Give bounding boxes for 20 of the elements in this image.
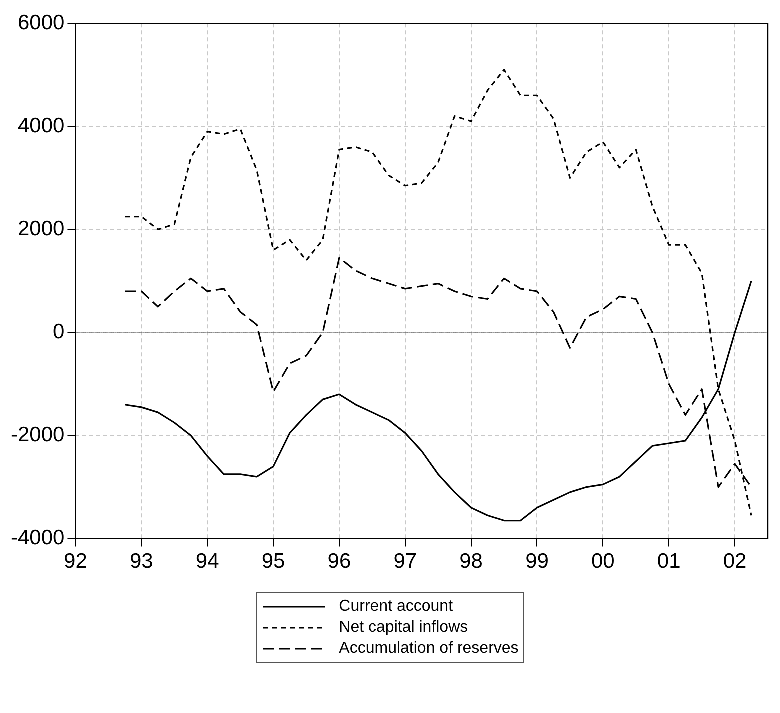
- y-tick-label: 6000: [18, 11, 65, 34]
- x-tick-label: 01: [657, 550, 681, 574]
- x-tick-label: 00: [591, 550, 615, 574]
- legend-label: Net capital inflows: [339, 618, 468, 636]
- x-tick-label: 93: [130, 550, 154, 574]
- x-tick-label: 94: [196, 550, 220, 574]
- y-tick-label: -4000: [10, 526, 65, 550]
- y-tick-label: -2000: [10, 424, 65, 447]
- x-tick-label: 92: [64, 550, 88, 574]
- x-tick-label: 95: [262, 550, 286, 574]
- x-tick-label: 98: [460, 550, 483, 574]
- y-tick-label: 2000: [18, 217, 65, 240]
- x-tick-label: 99: [526, 550, 549, 574]
- y-tick-label: 0: [53, 320, 65, 344]
- legend-label: Accumulation of reserves: [339, 640, 519, 658]
- y-tick-label: 4000: [18, 114, 65, 138]
- x-tick-label: 96: [328, 550, 352, 574]
- x-tick-label: 02: [723, 550, 747, 574]
- x-tick-label: 97: [394, 550, 418, 574]
- legend-label: Current account: [339, 598, 454, 616]
